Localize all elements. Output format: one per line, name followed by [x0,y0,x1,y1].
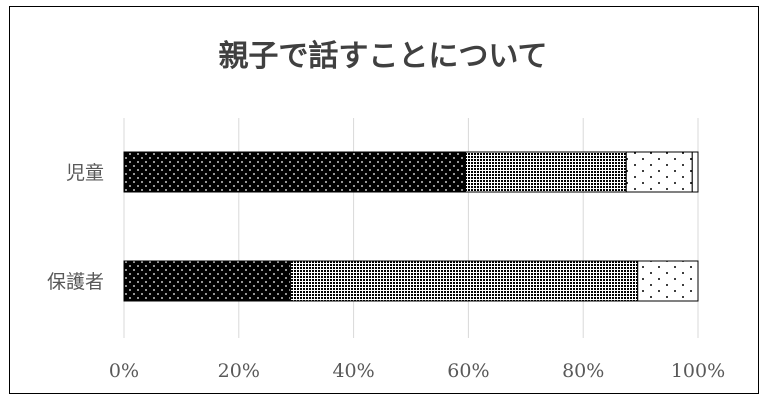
bar-segment [465,151,627,193]
category-label: 保護者 [47,271,104,293]
bar-segment [289,260,639,302]
x-tick-label: 40% [332,360,374,382]
bar-segment [625,151,693,193]
bar-segment [123,151,467,193]
bar-segment [637,260,699,302]
bar-segment [123,260,291,302]
x-tick-label: 80% [562,360,604,382]
chart-title: 親子で話すことについて [218,39,547,74]
chart-frame [9,6,759,394]
category-label: 児童 [66,162,104,184]
bars [123,151,699,302]
x-tick-label: 20% [218,360,260,382]
x-axis-tick-labels: 0% 20% 40% 60% 80% 100% [109,360,725,382]
x-tick-label: 100% [671,360,725,382]
bar-segment [691,151,699,193]
gridlines [123,118,699,338]
x-tick-label: 60% [447,360,489,382]
x-tick-label: 0% [109,360,139,382]
